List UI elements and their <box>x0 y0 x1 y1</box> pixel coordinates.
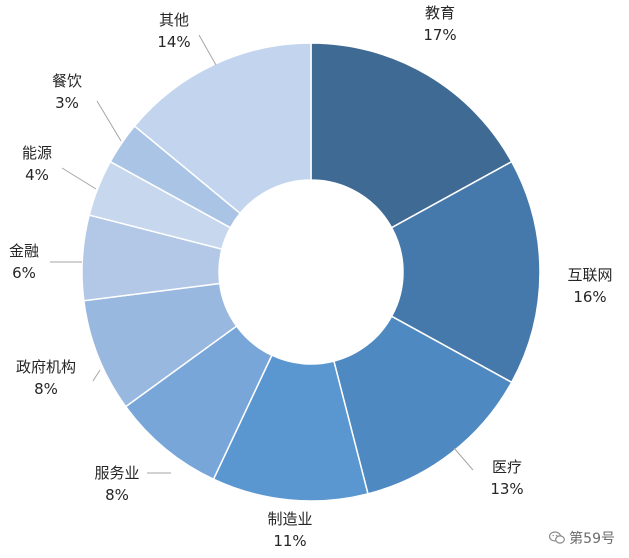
category-label: 政府机构 <box>16 358 76 376</box>
category-label: 餐饮 <box>52 72 82 90</box>
category-label: 能源 <box>22 144 52 162</box>
value-label: 14% <box>157 33 190 51</box>
leader-line-3 <box>453 447 474 471</box>
slice-4 <box>212 354 369 502</box>
chart-leader-lines <box>50 34 474 474</box>
wechat-icon <box>549 531 566 544</box>
slice-10 <box>133 42 312 215</box>
category-label: 医疗 <box>492 458 522 476</box>
value-label: 6% <box>12 264 36 282</box>
category-label: 服务业 <box>94 464 139 482</box>
category-label: 其他 <box>159 11 189 29</box>
category-label: 金融 <box>9 242 39 260</box>
chart-slices <box>81 42 541 502</box>
value-label: 4% <box>25 166 49 184</box>
value-label: 11% <box>273 532 306 550</box>
value-label: 13% <box>490 480 523 498</box>
leader-line-9 <box>96 100 122 142</box>
watermark-text: 第59号 <box>569 531 615 547</box>
value-label: 17% <box>423 26 456 44</box>
category-label: 互联网 <box>567 266 612 284</box>
leader-line-6 <box>92 369 101 382</box>
slice-2 <box>390 160 541 384</box>
leader-line-8 <box>61 167 97 190</box>
value-label: 16% <box>573 288 606 306</box>
watermark: 第59号 <box>549 528 615 548</box>
chart-labels: 教育 17% 互联网 16% 医疗 13% 制造业 11% 服务业 8% 政府机构 8% 金融 6% 能源 4… <box>9 4 613 550</box>
value-label: 8% <box>34 380 58 398</box>
leader-line-10 <box>198 34 217 66</box>
value-label: 8% <box>105 486 129 504</box>
slice-1 <box>310 42 513 229</box>
value-label: 3% <box>55 94 79 112</box>
slice-3 <box>332 315 513 495</box>
category-label: 制造业 <box>267 510 312 528</box>
category-label: 教育 <box>425 4 455 22</box>
